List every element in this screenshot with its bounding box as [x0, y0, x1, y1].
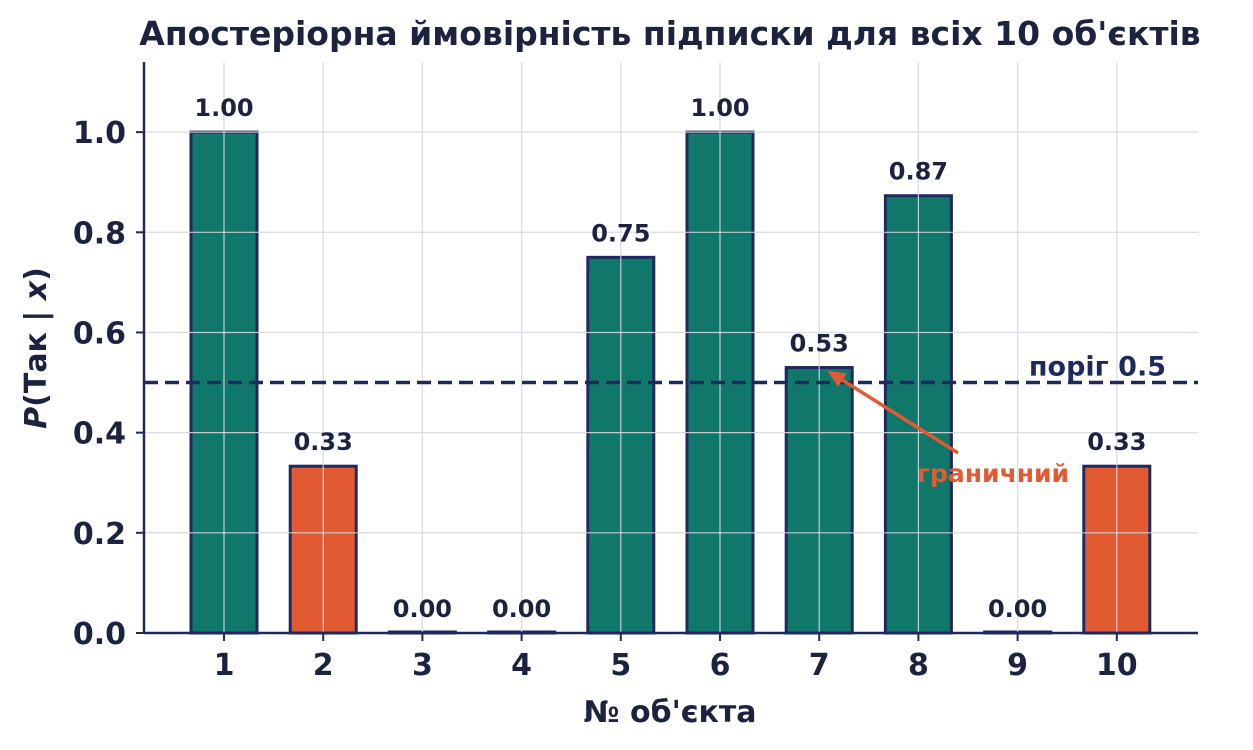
value-labels: 1.00 0.33 0.00 0.00 0.75 1.00 0.53 0.87 0.00 0.33: [194, 94, 1146, 623]
value-label: 0.00: [988, 595, 1047, 623]
value-label: 0.87: [889, 158, 948, 186]
y-axis-label-mid: (Так |: [19, 300, 54, 407]
annotation-label: граничний: [917, 459, 1069, 488]
x-tick-label: 4: [511, 648, 532, 683]
x-tick-label: 3: [412, 648, 433, 683]
value-label: 0.53: [790, 330, 849, 358]
y-tick-label: 1.0: [73, 116, 126, 151]
x-tick-label: 5: [610, 648, 631, 683]
y-tick-label: 0.0: [73, 617, 126, 652]
x-tick-label: 8: [908, 648, 929, 683]
x-tick-label: 1: [214, 648, 235, 683]
value-label: 0.00: [492, 595, 551, 623]
x-tick-label: 6: [710, 648, 731, 683]
y-axis-label-end: ): [19, 267, 54, 281]
value-label: 0.33: [294, 428, 353, 456]
threshold: поріг 0.5: [144, 352, 1198, 385]
annotation-arrow-head: [827, 370, 847, 387]
y-tick-label: 0.6: [73, 316, 126, 351]
threshold-label: поріг 0.5: [1029, 352, 1166, 383]
y-tick-label: 0.4: [73, 417, 126, 452]
x-tick-label: 10: [1096, 648, 1138, 683]
axes: [142, 62, 1198, 635]
y-tick-label: 0.8: [73, 216, 126, 251]
chart-title: Апостеріорна ймовірність підписки для вс…: [139, 14, 1200, 53]
annotation: граничний: [827, 370, 1069, 488]
annotation-arrow-line: [834, 374, 959, 455]
value-label: 0.75: [591, 219, 650, 247]
y-axis-label-x: x: [19, 279, 54, 302]
x-tick-label: 7: [809, 648, 830, 683]
value-label: 1.00: [194, 94, 253, 122]
value-label: 0.33: [1087, 428, 1146, 456]
y-tick-label: 0.2: [73, 517, 126, 552]
y-axis-label-p: P: [19, 407, 54, 429]
y-axis-label: P(Так | x): [19, 267, 54, 429]
bars: [144, 62, 1198, 635]
value-label: 0.00: [393, 595, 452, 623]
x-tick-label: 9: [1007, 648, 1028, 683]
x-axis-label: № об'єкта: [583, 695, 756, 730]
x-tick-label: 2: [313, 648, 334, 683]
ticks: 0.0 0.2 0.4 0.6 0.8 1.0 1 2 3 4 5 6 7 8 9 10: [73, 116, 1138, 683]
value-label: 1.00: [690, 94, 749, 122]
